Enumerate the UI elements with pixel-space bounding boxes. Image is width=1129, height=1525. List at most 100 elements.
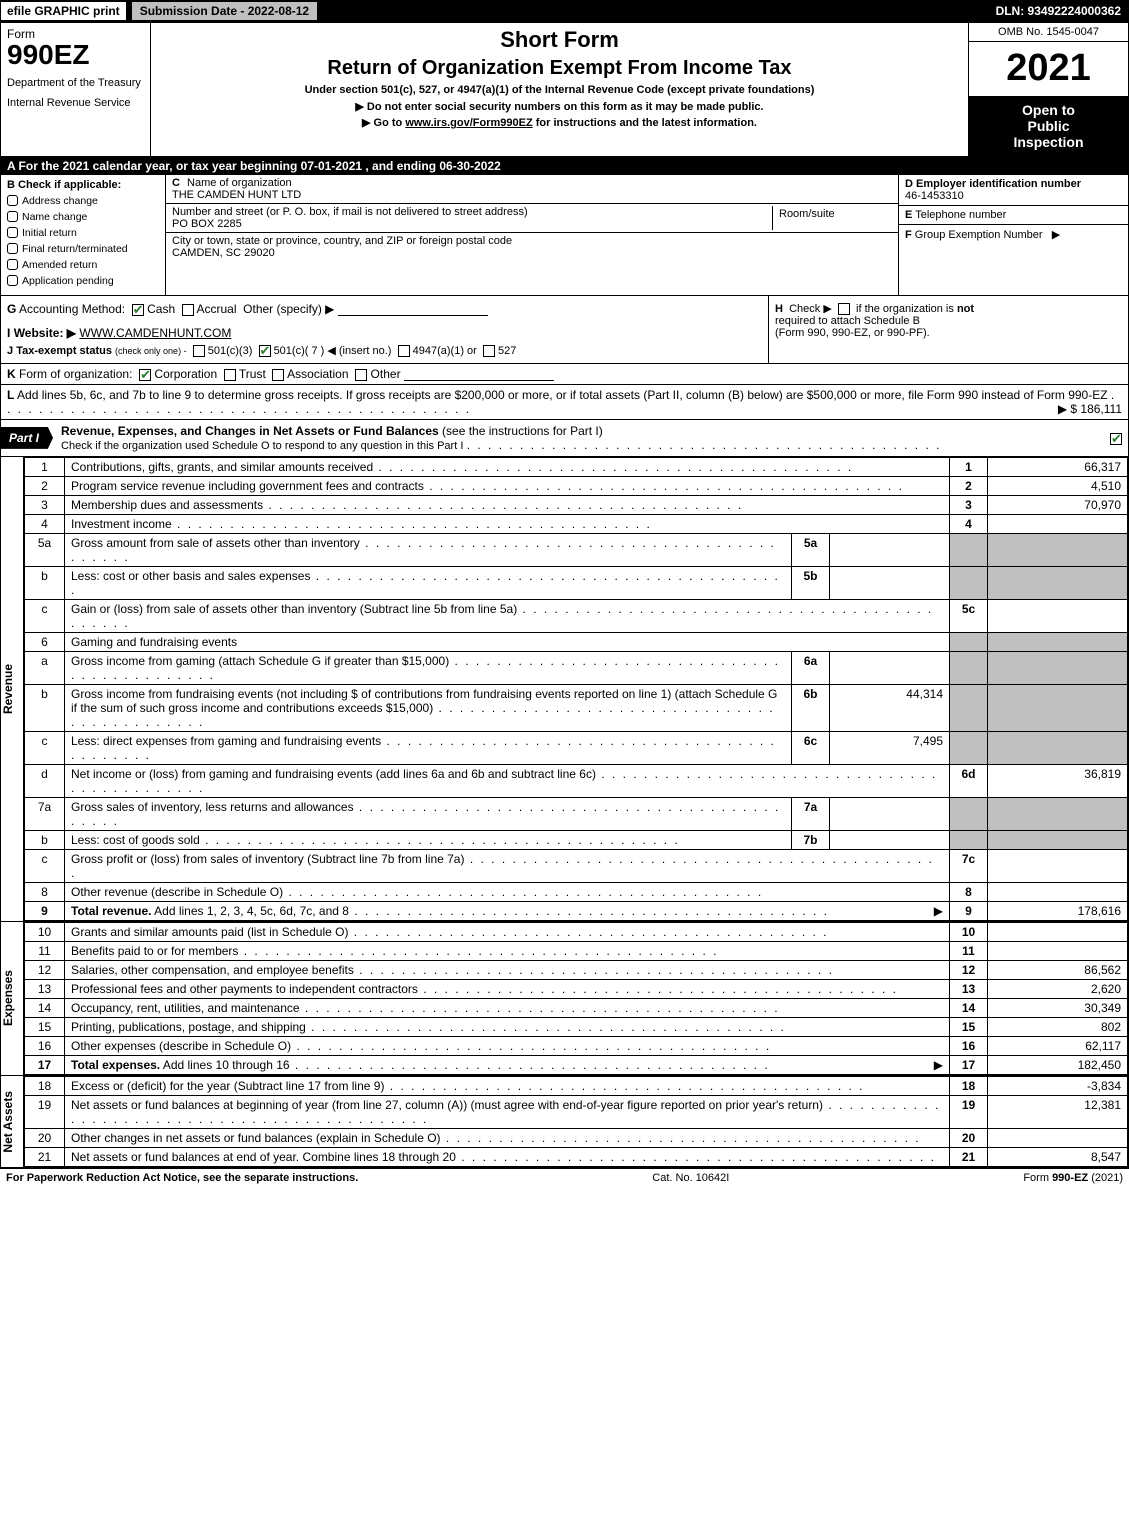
k-label: K bbox=[7, 367, 16, 381]
line-mid-num: 6b bbox=[792, 684, 830, 731]
table-row: 12Salaries, other compensation, and empl… bbox=[25, 960, 1128, 979]
line-value bbox=[988, 599, 1128, 632]
checkbox-icon[interactable] bbox=[7, 259, 18, 270]
checkbox-other-org[interactable] bbox=[355, 369, 367, 381]
website-label: Website: ▶ bbox=[14, 326, 76, 340]
table-row: cGross profit or (loss) from sales of in… bbox=[25, 849, 1128, 882]
table-row: 17Total expenses. Add lines 10 through 1… bbox=[25, 1055, 1128, 1074]
h-text4: (Form 990, 990-EZ, or 990-PF). bbox=[775, 327, 930, 339]
line-value: 86,562 bbox=[988, 960, 1128, 979]
line-desc: Benefits paid to or for members bbox=[65, 941, 950, 960]
line-value: 182,450 bbox=[988, 1055, 1128, 1074]
line-value: 66,317 bbox=[988, 457, 1128, 476]
table-row: 10Grants and similar amounts paid (list … bbox=[25, 922, 1128, 941]
expenses-table: 10Grants and similar amounts paid (list … bbox=[24, 922, 1128, 1075]
table-row: 13Professional fees and other payments t… bbox=[25, 979, 1128, 998]
c-label: C bbox=[172, 177, 180, 189]
h-label: H bbox=[775, 303, 783, 315]
line-rnum: 18 bbox=[950, 1076, 988, 1095]
line-mid-value: 44,314 bbox=[830, 684, 950, 731]
line-desc: Net assets or fund balances at beginning… bbox=[65, 1095, 950, 1128]
i-label: I bbox=[7, 326, 10, 340]
checkbox-icon[interactable] bbox=[7, 243, 18, 254]
line-value: 802 bbox=[988, 1017, 1128, 1036]
table-row: bLess: cost of goods sold7b bbox=[25, 830, 1128, 849]
chk-initial-return: Initial return bbox=[7, 227, 159, 239]
line-number: 12 bbox=[25, 960, 65, 979]
line-number: 19 bbox=[25, 1095, 65, 1128]
line-mid-value bbox=[830, 566, 950, 599]
expenses-side-label: Expenses bbox=[1, 922, 24, 1075]
checkbox-icon[interactable] bbox=[7, 195, 18, 206]
line-number: c bbox=[25, 731, 65, 764]
line-desc: Other revenue (describe in Schedule O) bbox=[65, 882, 950, 901]
checkbox-icon[interactable] bbox=[7, 227, 18, 238]
line-value bbox=[988, 1128, 1128, 1147]
line-number: 8 bbox=[25, 882, 65, 901]
table-row: cLess: direct expenses from gaming and f… bbox=[25, 731, 1128, 764]
header-right: OMB No. 1545-0047 2021 Open to Public In… bbox=[968, 23, 1128, 156]
checkbox-accrual[interactable] bbox=[182, 304, 194, 316]
line-number: a bbox=[25, 651, 65, 684]
line-rnum: 8 bbox=[950, 882, 988, 901]
assoc-label: Association bbox=[287, 367, 348, 381]
line-desc: Grants and similar amounts paid (list in… bbox=[65, 922, 950, 941]
line-value bbox=[988, 533, 1128, 566]
table-row: 5aGross amount from sale of assets other… bbox=[25, 533, 1128, 566]
table-row: 19Net assets or fund balances at beginni… bbox=[25, 1095, 1128, 1128]
line-value: 12,381 bbox=[988, 1095, 1128, 1128]
checkbox-icon[interactable] bbox=[7, 275, 18, 286]
line-number: 4 bbox=[25, 514, 65, 533]
line-number: 14 bbox=[25, 998, 65, 1017]
checkbox-association[interactable] bbox=[272, 369, 284, 381]
checkbox-501c[interactable] bbox=[259, 345, 271, 357]
line-number: 20 bbox=[25, 1128, 65, 1147]
group-row: F Group Exemption Number ▶ bbox=[899, 225, 1128, 265]
part1-tag: Part I bbox=[1, 427, 53, 449]
line-number: 6 bbox=[25, 632, 65, 651]
checkbox-schedule-o[interactable] bbox=[1110, 433, 1122, 445]
checkbox-527[interactable] bbox=[483, 345, 495, 357]
501c-label: 501(c)( 7 ) ◀ (insert no.) bbox=[274, 345, 392, 357]
arrow-icon: ▶ bbox=[934, 1058, 943, 1072]
expenses-section: Expenses 10Grants and similar amounts pa… bbox=[1, 922, 1128, 1076]
header-left: Form 990EZ Department of the Treasury In… bbox=[1, 23, 151, 156]
line-rnum bbox=[950, 830, 988, 849]
checkbox-501c3[interactable] bbox=[193, 345, 205, 357]
line-number: 1 bbox=[25, 457, 65, 476]
line-desc: Contributions, gifts, grants, and simila… bbox=[65, 457, 950, 476]
table-row: 2Program service revenue including gover… bbox=[25, 476, 1128, 495]
top-bar: efile GRAPHIC print Submission Date - 20… bbox=[0, 0, 1129, 22]
gh-row: G Accounting Method: Cash Accrual Other … bbox=[1, 296, 1128, 364]
chk-label-1: Name change bbox=[22, 211, 87, 223]
checkbox-trust[interactable] bbox=[224, 369, 236, 381]
table-row: 18Excess or (deficit) for the year (Subt… bbox=[25, 1076, 1128, 1095]
line-desc: Salaries, other compensation, and employ… bbox=[65, 960, 950, 979]
checkbox-4947[interactable] bbox=[398, 345, 410, 357]
line-rnum bbox=[950, 533, 988, 566]
line-desc: Net income or (loss) from gaming and fun… bbox=[65, 764, 950, 797]
dln-label: DLN: 93492224000362 bbox=[988, 2, 1129, 20]
arrow-icon: ▶ bbox=[934, 904, 943, 918]
corp-label: Corporation bbox=[154, 367, 217, 381]
checkbox-corporation[interactable] bbox=[139, 369, 151, 381]
tax-year: 2021 bbox=[969, 42, 1128, 96]
line-desc: Less: cost or other basis and sales expe… bbox=[65, 566, 792, 599]
line-desc: Total revenue. Add lines 1, 2, 3, 4, 5c,… bbox=[65, 901, 950, 920]
line-rnum: 3 bbox=[950, 495, 988, 514]
line-number: 9 bbox=[25, 901, 65, 920]
irs-link[interactable]: www.irs.gov/Form990EZ bbox=[405, 117, 532, 129]
street-val: PO BOX 2285 bbox=[172, 218, 242, 230]
checkbox-schedule-b[interactable] bbox=[838, 303, 850, 315]
netassets-label: Net Assets bbox=[1, 1091, 23, 1153]
e-label: E bbox=[905, 209, 912, 221]
checkbox-cash[interactable] bbox=[132, 304, 144, 316]
line-number: 5a bbox=[25, 533, 65, 566]
line-desc: Total expenses. Add lines 10 through 16 … bbox=[65, 1055, 950, 1074]
header-mid: Short Form Return of Organization Exempt… bbox=[151, 23, 968, 156]
checkbox-icon[interactable] bbox=[7, 211, 18, 222]
revenue-table: 1Contributions, gifts, grants, and simil… bbox=[24, 457, 1128, 921]
group-label: Group Exemption Number bbox=[915, 229, 1043, 241]
line-desc: Program service revenue including govern… bbox=[65, 476, 950, 495]
table-row: 21Net assets or fund balances at end of … bbox=[25, 1147, 1128, 1166]
